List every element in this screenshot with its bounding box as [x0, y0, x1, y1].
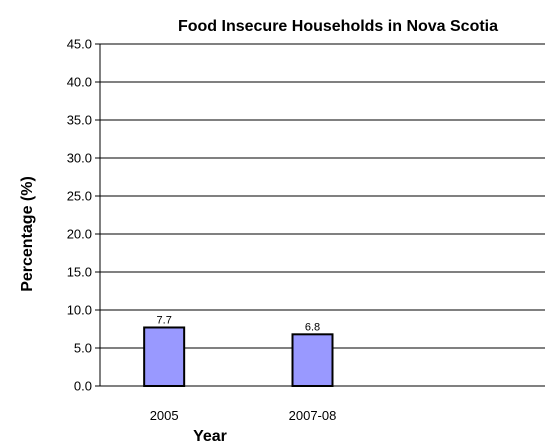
tick-labels: 0.0 5.0 10.0 15.0 20.0 25.0 30.0 35.0 40.0 45.0 20…	[67, 37, 337, 424]
x-tick-label-2007-08: 2007-08	[289, 408, 337, 423]
y-tick-label: 5.0	[74, 341, 92, 356]
grid-lines	[100, 43, 545, 349]
y-tick-label: 35.0	[67, 113, 92, 128]
y-tick-label: 15.0	[67, 265, 92, 280]
data-labels: 7.7 6.8	[157, 314, 321, 333]
y-tick-label: 25.0	[67, 189, 92, 204]
bars	[143, 326, 334, 388]
bar-2007-08	[291, 333, 334, 388]
x-axis-title: Year	[193, 428, 227, 443]
bar-2005	[143, 326, 186, 388]
y-tick-label: 0.0	[74, 379, 92, 394]
x-tick-label-2005: 2005	[150, 408, 179, 423]
y-tick-label: 45.0	[67, 37, 92, 52]
y-tick-label: 20.0	[67, 227, 92, 242]
y-axis-title: Percentage (%)	[19, 176, 36, 292]
data-label-2005: 7.7	[157, 314, 172, 326]
y-tick-label: 10.0	[67, 303, 92, 318]
y-tick-label: 40.0	[67, 75, 92, 90]
y-tick-label: 30.0	[67, 151, 92, 166]
chart-title: Food Insecure Households in Nova Scotia	[178, 18, 498, 35]
data-label-2007-08: 6.8	[305, 321, 320, 333]
